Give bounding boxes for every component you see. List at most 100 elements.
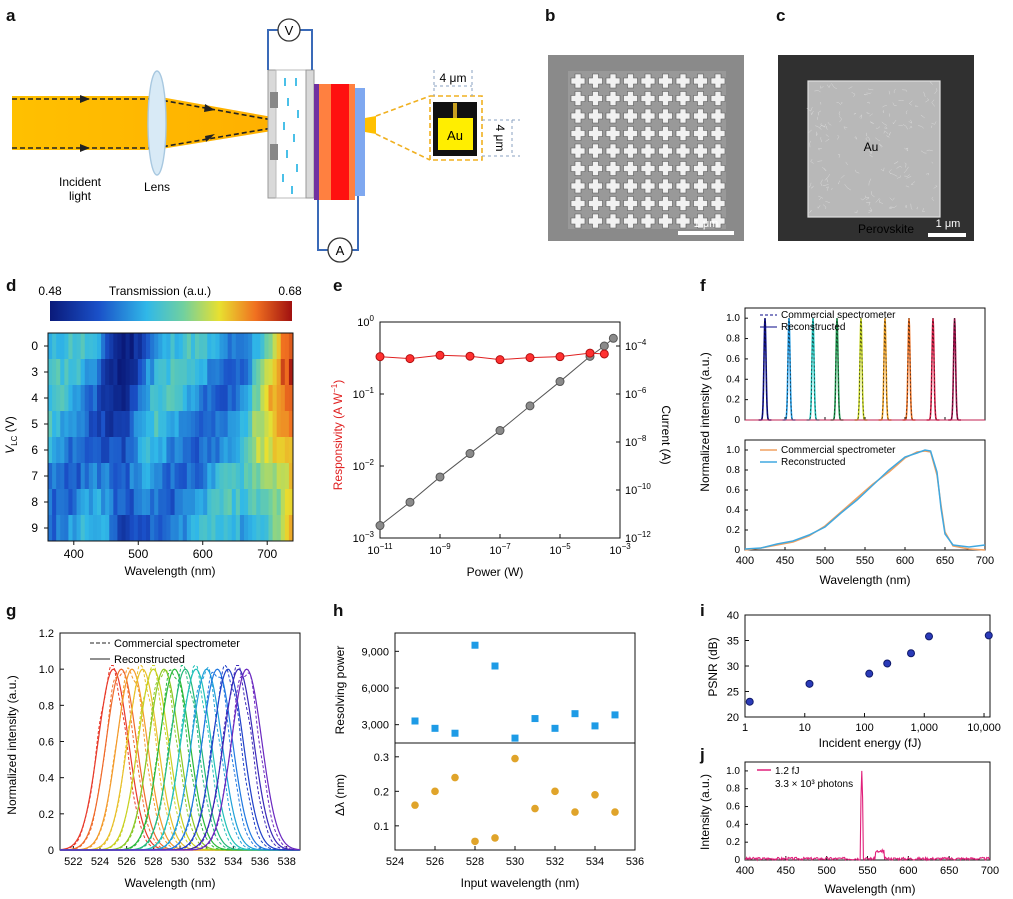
heatmap-cell [48, 515, 53, 542]
heatmap-cell [182, 463, 188, 490]
grain-texture [824, 123, 826, 128]
heatmap-cell [260, 333, 265, 360]
tick-label: 400 [64, 547, 84, 561]
panel-label-g: g [6, 601, 17, 620]
nanostructure-cross [640, 196, 656, 211]
heatmap-cell [76, 489, 82, 516]
heatmap-cell [48, 411, 53, 438]
current-point [465, 449, 475, 459]
heatmap-cell [227, 515, 233, 542]
tick-label: 40 [727, 610, 739, 622]
heatmap-cell [129, 489, 135, 516]
heatmap-cell [248, 437, 253, 464]
svg-text:Perovskite: Perovskite [858, 222, 914, 236]
svg-text:Au: Au [864, 140, 879, 154]
heatmap-cell [92, 463, 98, 490]
delta-lambda-point [511, 754, 519, 763]
tick-label: 10−3 [353, 530, 375, 545]
heatmap-cell [223, 515, 229, 542]
nanostructure-cross [605, 91, 621, 106]
tick-label: 1.0 [39, 664, 54, 676]
tick-label: 9 [31, 521, 38, 535]
grain-texture [853, 113, 857, 115]
heatmap-cell [178, 333, 184, 360]
grain-texture [864, 195, 869, 198]
grain-texture [865, 136, 868, 142]
ray-arrows [80, 95, 215, 152]
heatmap-cell [133, 489, 139, 516]
svg-text:V: V [285, 23, 294, 38]
heatmap-cell [268, 437, 274, 464]
heatmap-cell [109, 359, 114, 386]
heatmap-cell [56, 515, 61, 542]
chart-f: 0 0.2 0.4 0.6 0.8 1.0 0 0.2 0.4 0.6 0.8 1.0 400 450 5… [698, 307, 994, 587]
heatmap-cell [52, 385, 57, 412]
grain-texture [818, 195, 824, 199]
heatmap-cell [158, 359, 163, 386]
heatmap-cell [48, 359, 53, 386]
sem-image-b: 1 μm [548, 55, 744, 241]
panel-label-d: d [6, 276, 17, 295]
nanostructure-cross [658, 108, 673, 124]
nanostructure-cross [658, 213, 673, 229]
chart-d: Transmission (a.u.) 0.48 0.68 400 500 600 7… [3, 284, 302, 578]
heatmap-cell [52, 359, 57, 386]
heatmap-cell [203, 489, 208, 516]
grain-texture [925, 98, 930, 103]
heatmap-cell [84, 359, 90, 386]
tick-label: 0.8 [726, 334, 740, 345]
heatmap-cell [223, 463, 229, 490]
heatmap-cell [150, 333, 155, 360]
current-point [525, 401, 535, 411]
heatmap-cell [117, 411, 122, 438]
tick-label: 400 [736, 865, 754, 877]
tick-label: 532 [546, 856, 564, 868]
nanostructure-cross [605, 213, 621, 229]
heatmap-cell [231, 489, 237, 516]
heatmap-cell [137, 359, 143, 386]
resolving-power-point [491, 662, 499, 670]
heatmap-cell [117, 385, 122, 412]
tick-label: 0.6 [39, 737, 54, 749]
heatmap-cell [252, 489, 257, 516]
grain-texture [859, 114, 862, 119]
heatmap-cell [284, 359, 290, 386]
grain-texture [838, 116, 843, 123]
heatmap-cell [60, 359, 65, 386]
heatmap-cell [174, 515, 180, 542]
nanostructure-cross [710, 126, 726, 141]
heatmap-cell [80, 463, 86, 490]
heatmap-cell [48, 437, 53, 464]
heatmap-cell [84, 411, 90, 438]
heatmap-cell [264, 333, 269, 360]
grain-texture [870, 148, 874, 154]
heatmap-cell [129, 411, 135, 438]
heatmap-cell [105, 333, 110, 360]
grain-texture [888, 206, 893, 209]
heatmap-cell [60, 385, 65, 412]
heatmap-cell [101, 515, 106, 542]
heatmap-cell [113, 411, 118, 438]
heatmap-cell [223, 359, 229, 386]
heatmap-cell [133, 385, 139, 412]
grain-texture [896, 175, 901, 179]
grain-texture [931, 125, 933, 128]
heatmap-cell [186, 385, 192, 412]
heatmap-cell [150, 385, 155, 412]
heatmap-cell [117, 359, 122, 386]
incident-beam [12, 96, 278, 150]
heatmap-cell [276, 489, 282, 516]
heatmap-cell [195, 463, 200, 490]
heatmap-cell [88, 437, 94, 464]
heatmap-cell [227, 463, 233, 490]
heatmap-cell [76, 359, 82, 386]
heatmap-cell [288, 489, 294, 516]
heatmap-cell [92, 489, 98, 516]
nanostructure-cross [710, 73, 726, 89]
tick-label: 536 [251, 856, 269, 868]
dimension-lines [433, 70, 520, 157]
grain-texture [908, 119, 913, 124]
heatmap-cell [64, 463, 69, 490]
heatmap-cell [256, 411, 261, 438]
grain-texture [916, 206, 919, 210]
